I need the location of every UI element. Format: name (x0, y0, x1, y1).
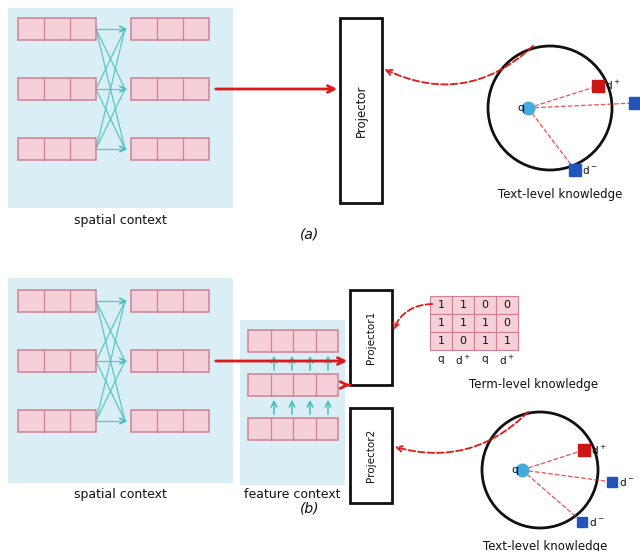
Text: 1: 1 (481, 318, 488, 328)
Text: d$^+$: d$^+$ (591, 444, 607, 457)
Bar (496, 314, 518, 332)
Text: feature context: feature context (244, 488, 340, 501)
Text: 1: 1 (460, 318, 467, 328)
Bar (18, 18, 96, 40)
Bar (131, 410, 209, 432)
Bar (496, 296, 518, 314)
Text: Term-level knowledge: Term-level knowledge (469, 378, 598, 391)
Bar (474, 296, 496, 314)
Bar (340, 18, 382, 203)
Bar (474, 332, 496, 350)
Text: q: q (438, 354, 444, 364)
Bar (8, 278, 233, 483)
Bar (474, 314, 496, 332)
Bar (452, 296, 474, 314)
Text: q: q (482, 354, 488, 364)
Bar (350, 408, 392, 503)
Bar (131, 18, 209, 40)
Text: 0: 0 (504, 318, 511, 328)
Text: 0: 0 (460, 336, 467, 346)
Bar (18, 290, 96, 312)
Bar (248, 418, 338, 440)
Bar (18, 410, 96, 432)
Text: d$^+$: d$^+$ (499, 354, 515, 367)
Bar (18, 138, 96, 160)
Bar (430, 296, 452, 314)
Text: Text-level knowledge: Text-level knowledge (483, 540, 607, 551)
Bar (430, 332, 452, 350)
Text: Projector: Projector (355, 84, 367, 137)
Text: spatial context: spatial context (74, 488, 167, 501)
Bar (18, 350, 96, 372)
Text: q: q (511, 465, 518, 475)
Bar (131, 78, 209, 100)
Text: d$^+$: d$^+$ (455, 354, 471, 367)
Text: 1: 1 (438, 336, 445, 346)
Text: 1: 1 (438, 300, 445, 310)
Bar (248, 330, 338, 352)
Text: d$^-$: d$^-$ (582, 164, 597, 176)
Text: 0: 0 (504, 300, 511, 310)
Bar (248, 374, 338, 396)
Bar (350, 290, 392, 385)
Text: Text-level knowledge: Text-level knowledge (498, 188, 622, 201)
Text: (a): (a) (300, 228, 319, 242)
Text: 1: 1 (460, 300, 467, 310)
Text: d$^+$: d$^+$ (605, 78, 620, 91)
Bar (496, 332, 518, 350)
Bar (131, 290, 209, 312)
Text: 1: 1 (481, 336, 488, 346)
Bar (18, 78, 96, 100)
Text: Projector1: Projector1 (366, 311, 376, 364)
Bar (240, 320, 345, 485)
Text: 1: 1 (504, 336, 511, 346)
Bar (452, 314, 474, 332)
Text: spatial context: spatial context (74, 214, 167, 227)
Text: d$^-$: d$^-$ (619, 476, 634, 488)
Text: Projector2: Projector2 (366, 429, 376, 482)
Text: d$^-$: d$^-$ (589, 516, 604, 528)
Bar (430, 314, 452, 332)
Bar (131, 350, 209, 372)
Text: 0: 0 (481, 300, 488, 310)
Bar (131, 138, 209, 160)
Text: q: q (517, 103, 524, 113)
Bar (452, 332, 474, 350)
Text: 1: 1 (438, 318, 445, 328)
Text: (b): (b) (300, 502, 320, 516)
Bar (8, 8, 233, 208)
